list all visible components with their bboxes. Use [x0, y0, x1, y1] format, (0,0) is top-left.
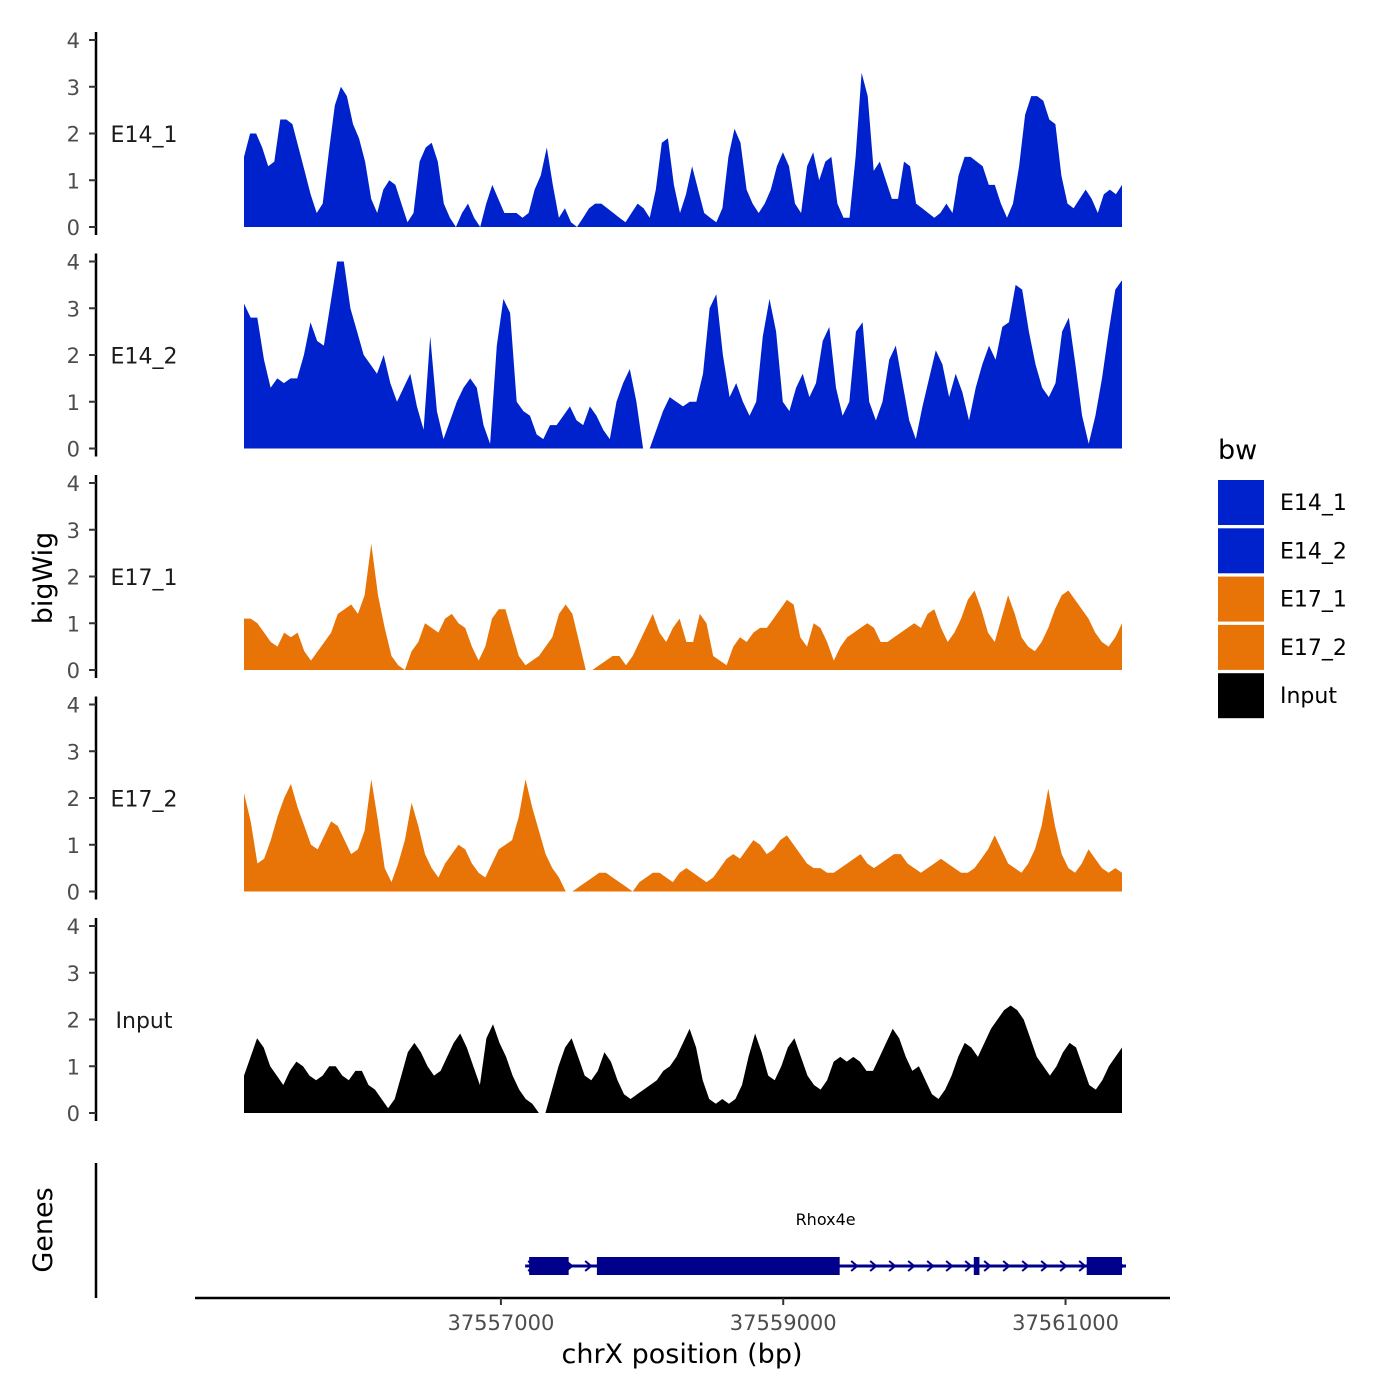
gene-name-label: Rhox4e: [796, 1210, 856, 1229]
strand-arrow: [1078, 1260, 1087, 1272]
genes-panel: Genes Rhox4e: [28, 1163, 1126, 1298]
track-E17_2: 0 1 2 3 4 E17_2: [67, 694, 1122, 905]
signal-area-Input: [244, 1005, 1122, 1113]
y-tick-label: 4: [67, 915, 80, 939]
y-tick-label: 0: [67, 659, 80, 683]
y-tick-label: 4: [67, 694, 80, 718]
y-tick-label: 4: [67, 472, 80, 496]
legend-swatch: [1218, 528, 1264, 574]
track-E14_2: 0 1 2 3 4 E14_2: [67, 251, 1122, 462]
legend-swatch: [1218, 576, 1264, 622]
y-tick-label: 0: [67, 881, 80, 905]
legend-entry: E14_2: [1218, 528, 1347, 574]
y-tick-label: 2: [67, 344, 80, 368]
y-tick-label: 2: [67, 787, 80, 811]
gene-exon: [596, 1257, 840, 1275]
strand-arrow: [584, 1260, 593, 1272]
y-tick-label: 3: [67, 297, 80, 321]
x-ticks: 37557000 37559000 37561000: [447, 1298, 1119, 1335]
y-tick-label: 1: [67, 391, 80, 415]
track-E14_1: 0 1 2 3 4 E14_1: [67, 29, 1122, 240]
x-axis-title: chrX position (bp): [561, 1339, 802, 1370]
x-tick-label: 37559000: [730, 1311, 837, 1335]
strand-arrow: [1040, 1260, 1049, 1272]
track-Input: 0 1 2 3 4 Input: [67, 915, 1122, 1126]
y-tick-label: 2: [67, 123, 80, 147]
y-tick-label: 1: [67, 1055, 80, 1079]
signal-area-E17_1: [244, 543, 1122, 670]
signal-area-E17_2: [244, 779, 1122, 892]
y-tick-label: 2: [67, 566, 80, 590]
y-tick-label: 4: [67, 251, 80, 275]
legend-entry: E14_1: [1218, 480, 1347, 525]
track-label: Input: [116, 1009, 173, 1034]
gene-exon: [973, 1257, 980, 1275]
legend-label: E14_1: [1280, 491, 1347, 516]
legend-label: Input: [1280, 684, 1337, 709]
strand-arrow: [983, 1260, 992, 1272]
signal-tracks: 0 1 2 3 4 E14_1 0 1 2 3 4 E14_2 0 1 2 3 4 E17_1 0 1 2 3 4 E17_2…: [67, 29, 1122, 1126]
legend-title: bw: [1218, 435, 1257, 466]
strand-arrow: [888, 1260, 897, 1272]
strand-arrow: [964, 1260, 973, 1272]
legend-entry: Input: [1218, 673, 1337, 719]
y-tick-label: 4: [67, 29, 80, 53]
y-tick-label: 0: [67, 216, 80, 240]
legend-swatch: [1218, 480, 1264, 525]
y-tick-label: 1: [67, 834, 80, 858]
legend-swatch: [1218, 624, 1264, 670]
y-tick-label: 3: [67, 76, 80, 100]
strand-arrow: [1021, 1260, 1030, 1272]
legend-entry: E17_1: [1218, 576, 1347, 622]
legend-label: E17_2: [1280, 636, 1347, 661]
signal-area-E14_1: [244, 72, 1122, 227]
legend-swatch: [1218, 673, 1264, 719]
y-tick-label: 0: [67, 1102, 80, 1126]
y-tick-label: 3: [67, 962, 80, 986]
strand-arrow: [926, 1260, 935, 1272]
x-tick-label: 37561000: [1012, 1311, 1119, 1335]
strand-arrow: [945, 1260, 954, 1272]
strand-arrow: [869, 1260, 878, 1272]
y-tick-label: 1: [67, 612, 80, 636]
y-tick-label: 0: [67, 438, 80, 462]
gene-model: [525, 1257, 1126, 1275]
y-tick-label: 1: [67, 169, 80, 193]
y-tick-label: 3: [67, 519, 80, 543]
strand-arrow: [1002, 1260, 1011, 1272]
y-tick-label: 3: [67, 740, 80, 764]
legend-label: E17_1: [1280, 588, 1347, 613]
legend-label: E14_2: [1280, 539, 1347, 564]
x-tick-label: 37557000: [447, 1311, 554, 1335]
y-axis-title: bigWig: [28, 532, 59, 625]
track-label: E14_1: [111, 123, 178, 148]
track-label: E17_1: [111, 566, 178, 591]
strand-arrow: [907, 1260, 916, 1272]
track-E17_1: 0 1 2 3 4 E17_1: [67, 472, 1122, 683]
legend-entry: E17_2: [1218, 624, 1347, 670]
signal-area-E14_2: [244, 261, 1122, 449]
x-axis: 37557000 37559000 37561000 chrX position (…: [195, 1296, 1170, 1370]
legend: bw E14_1 E14_2 E17_1 E17_2 Input: [1218, 435, 1347, 719]
strand-arrow: [850, 1260, 859, 1272]
gene-exon: [529, 1257, 569, 1275]
genes-axis-title: Genes: [28, 1187, 59, 1272]
strand-arrow: [1059, 1260, 1068, 1272]
track-label: E14_2: [111, 345, 178, 370]
y-tick-label: 2: [67, 1009, 80, 1033]
gene-exon: [1086, 1257, 1122, 1275]
track-label: E17_2: [111, 788, 178, 813]
legend-items: E14_1 E14_2 E17_1 E17_2 Input: [1218, 480, 1347, 719]
